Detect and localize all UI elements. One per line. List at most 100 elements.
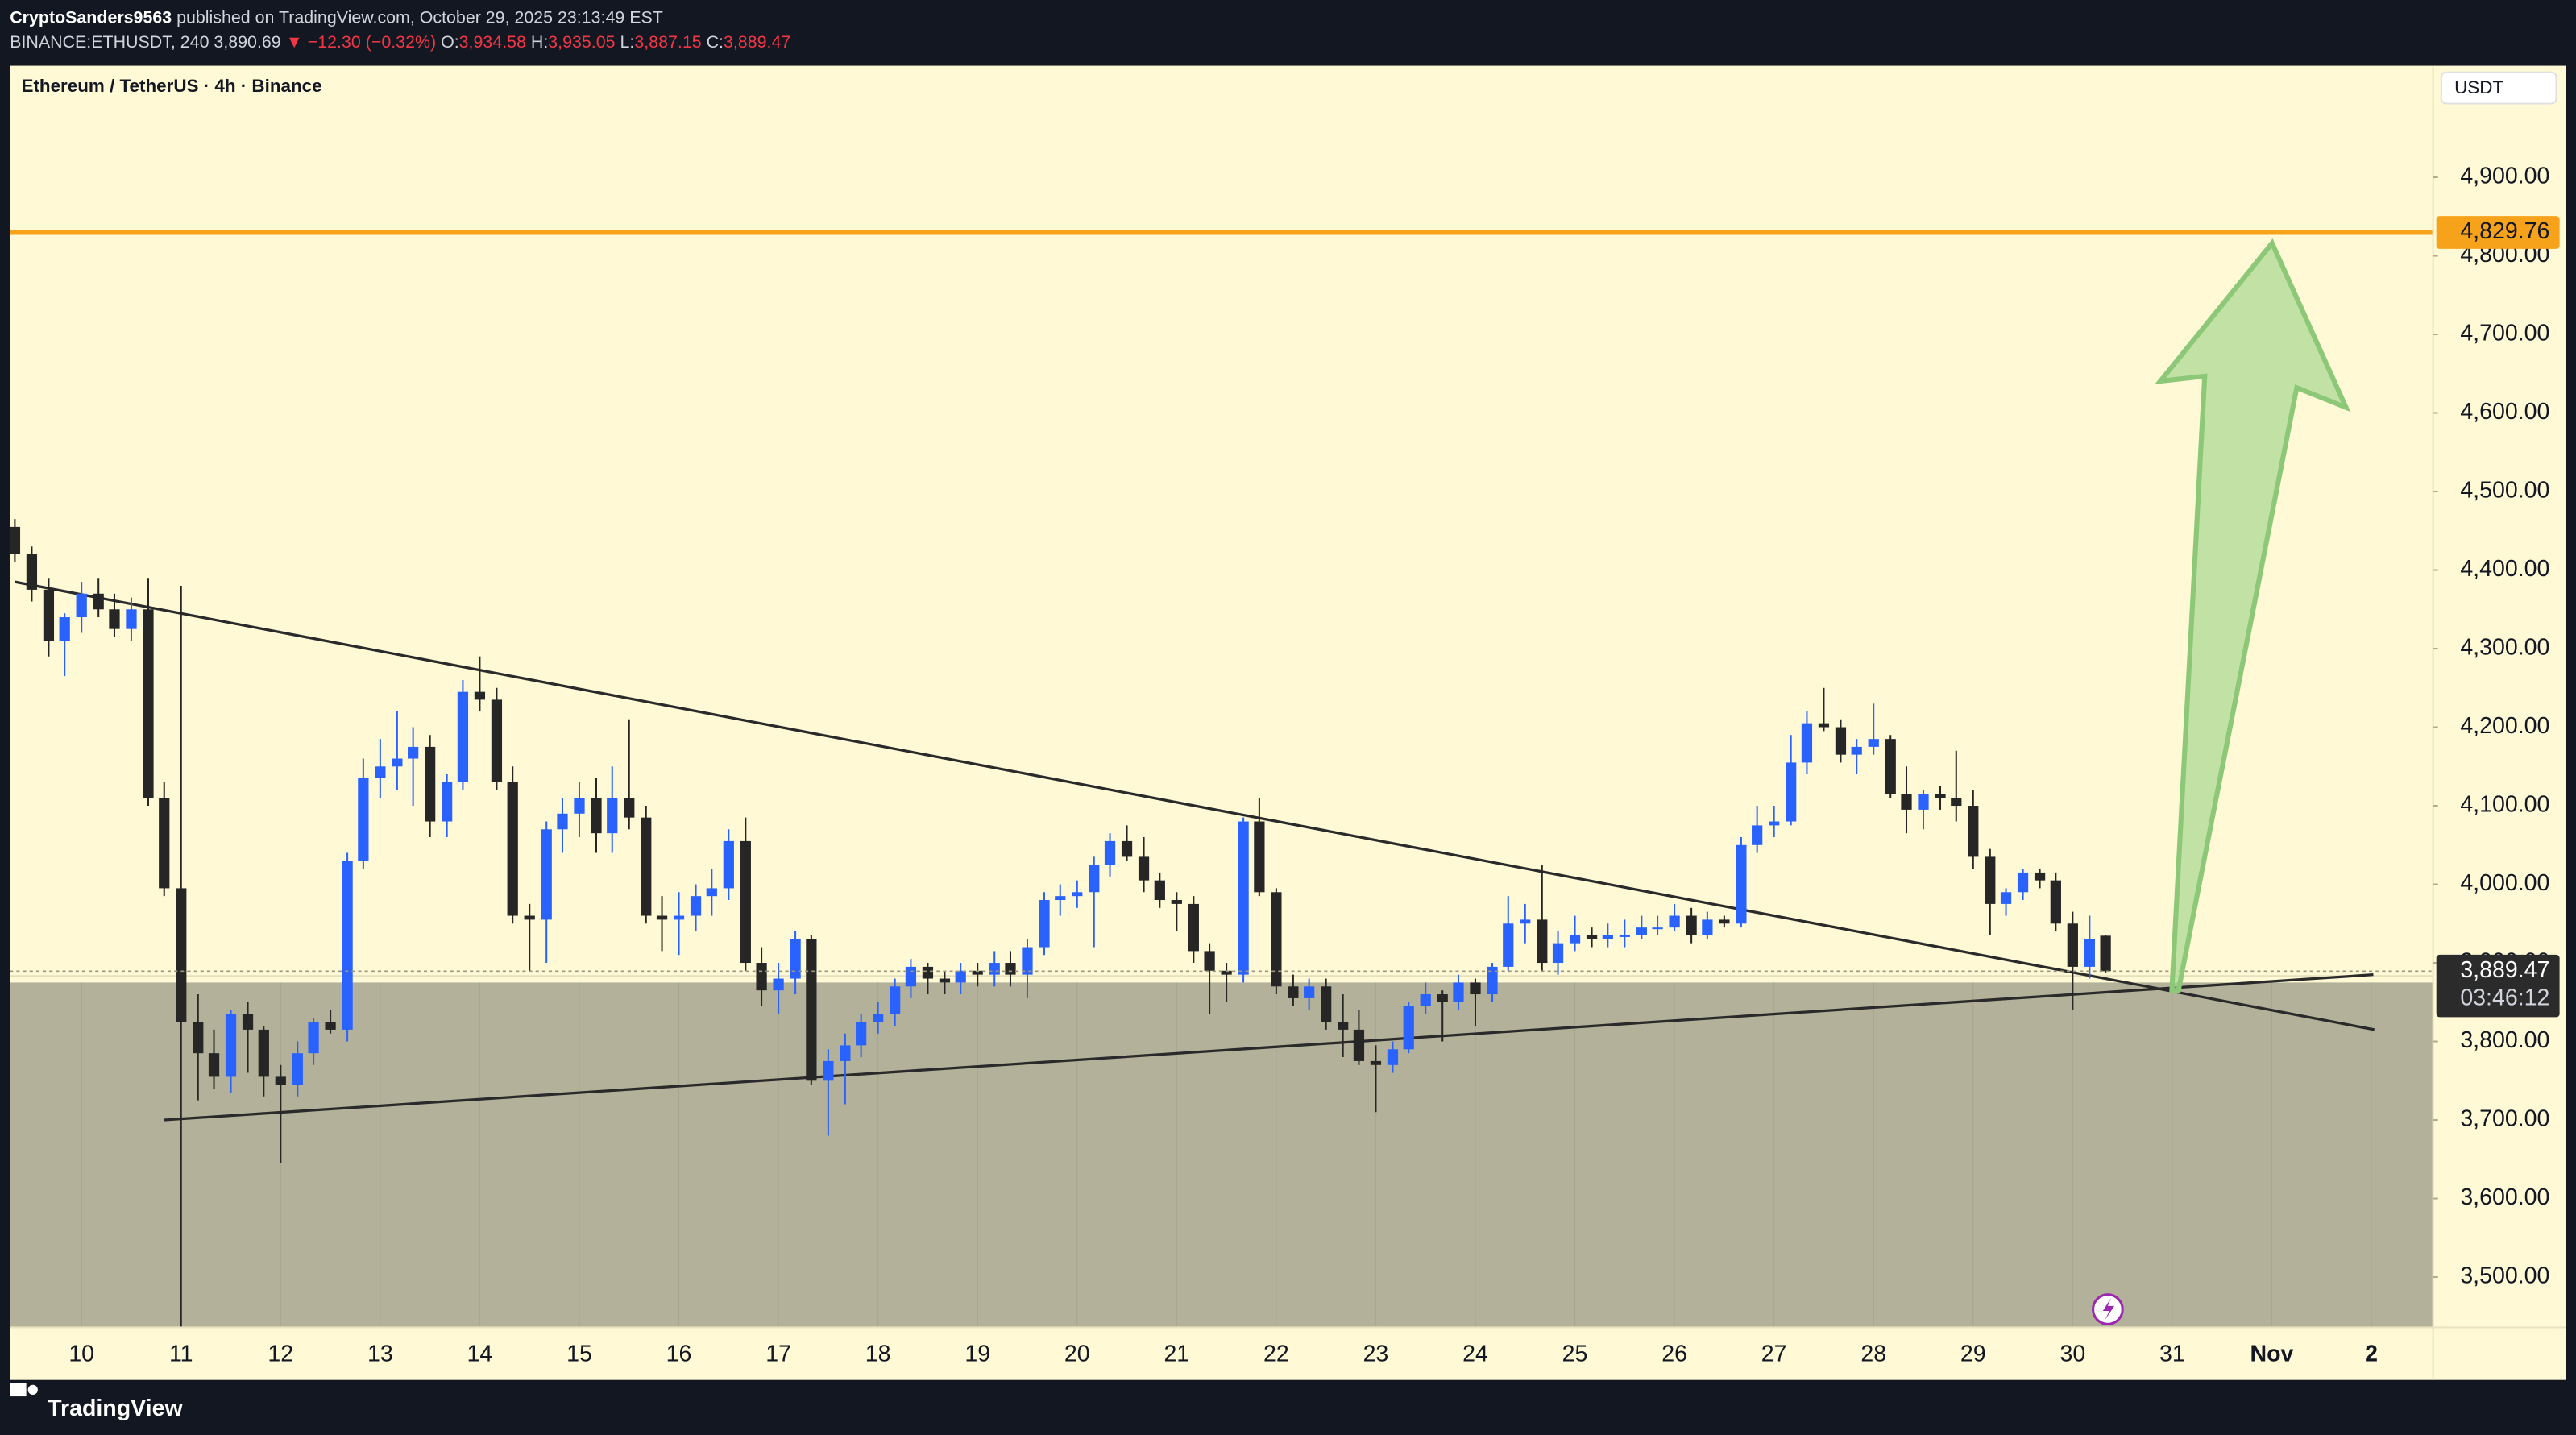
event-icon-bolt: [2102, 1297, 2115, 1321]
brand[interactable]: TradingView: [48, 1396, 183, 1421]
target-arrow: [2155, 238, 2351, 993]
candle-body: [1669, 915, 1680, 928]
x-tick-label: 15: [566, 1342, 592, 1367]
candle-body: [1985, 856, 1996, 904]
candle-body: [773, 978, 784, 991]
candle-body: [1138, 856, 1150, 881]
candle-body: [375, 766, 386, 778]
candle-body: [193, 1022, 204, 1054]
candle-body: [1602, 935, 1613, 939]
y-tick-label: 4,400.00: [2460, 556, 2549, 582]
y-tick-label: 3,700.00: [2460, 1106, 2549, 1132]
target-level-label: 4,829.76: [2460, 218, 2549, 244]
candle-body: [1039, 900, 1050, 948]
candle-body: [806, 939, 817, 1081]
candle-body: [308, 1022, 319, 1054]
candle-body: [873, 1014, 884, 1022]
candle-body: [656, 915, 668, 920]
x-tick-label: 24: [1462, 1342, 1488, 1367]
candle-body: [890, 986, 901, 1014]
bar-countdown: 03:46:12: [2460, 985, 2549, 1011]
candle-body: [1338, 1022, 1349, 1030]
candle-body: [1453, 982, 1464, 1002]
candle-body: [591, 798, 602, 834]
candle-body: [1487, 966, 1498, 995]
x-tick-label: 11: [169, 1342, 193, 1367]
l-value: 3,887.15: [634, 32, 701, 52]
candle-body: [9, 526, 21, 555]
candle-body: [2067, 923, 2078, 967]
candle-body: [275, 1076, 286, 1085]
x-tick-label: 14: [467, 1342, 493, 1367]
x-tick-label: 25: [1562, 1342, 1588, 1367]
published: published on TradingView.com, October 29…: [176, 7, 663, 27]
candle-body: [2034, 872, 2046, 881]
candle-body: [1353, 1029, 1365, 1061]
candle-body: [474, 691, 486, 700]
candle-body: [159, 798, 170, 889]
support-zone: [10, 982, 2433, 1328]
candle-body: [524, 915, 535, 920]
candle-body: [1935, 794, 1946, 798]
candle-body: [1005, 963, 1016, 975]
candle-body: [1851, 746, 1862, 755]
h-value: 3,935.05: [548, 32, 615, 52]
candle-body: [442, 782, 453, 822]
currency-button[interactable]: [2440, 71, 2557, 105]
candle-body: [1188, 903, 1199, 952]
y-tick-label: 3,600.00: [2460, 1184, 2549, 1210]
candle-body: [2050, 880, 2061, 924]
x-tick-label: 2: [2365, 1342, 2378, 1367]
candle-body: [756, 963, 767, 991]
candle-body: [1171, 900, 1182, 904]
x-tick-label: 18: [865, 1342, 891, 1367]
candle-body: [856, 1022, 867, 1046]
x-tick-label: 22: [1263, 1342, 1289, 1367]
candle-body: [541, 829, 552, 920]
candle-body: [641, 817, 652, 916]
candle-body: [1818, 723, 1830, 728]
candle-body: [1470, 982, 1481, 995]
y-tick-label: 3,500.00: [2460, 1263, 2549, 1289]
y-tick-label: 4,700.00: [2460, 321, 2549, 346]
candle-body: [972, 970, 983, 975]
candle-body: [1271, 892, 1282, 987]
plot: [9, 230, 2433, 1329]
trendline: [15, 580, 2375, 1031]
candle-body: [43, 589, 55, 641]
y-tick-label: 4,000.00: [2460, 870, 2549, 896]
candle-body: [1537, 919, 1548, 964]
x-tick-label: 21: [1164, 1342, 1189, 1367]
currency[interactable]: USDT: [2454, 77, 2503, 97]
y-tick-label: 4,100.00: [2460, 792, 2549, 818]
chart-title: Ethereum / TetherUS · 4h · Binance: [22, 76, 322, 96]
candle-body: [358, 778, 369, 861]
x-tick-label: 10: [68, 1342, 94, 1367]
candle-body: [93, 593, 104, 610]
x-tick-label: 16: [666, 1342, 692, 1367]
trendline: [164, 973, 2374, 1122]
candle-body: [1437, 994, 1448, 1002]
candle-body: [1569, 935, 1581, 944]
y-tick-label: 4,600.00: [2460, 399, 2549, 425]
candle-body: [242, 1014, 254, 1030]
candle-body: [1387, 1049, 1399, 1065]
candle-body: [1868, 739, 1879, 747]
candle-body: [2084, 939, 2095, 967]
x-tick-label: 27: [1761, 1342, 1787, 1367]
h-label: H:: [531, 32, 548, 52]
candle-body: [939, 978, 951, 983]
last-price-label: 3,889.47: [2460, 957, 2549, 983]
candle-body: [1072, 892, 1083, 897]
candle-body: [706, 888, 717, 897]
candle-body: [258, 1029, 269, 1077]
x-tick-label: 12: [268, 1342, 293, 1367]
candle-body: [1503, 923, 1514, 967]
candle-body: [690, 896, 702, 916]
author[interactable]: CryptoSanders9563: [10, 7, 172, 27]
o-value: 3,934.58: [459, 32, 526, 52]
candle-body: [76, 593, 87, 618]
candle-body: [2100, 935, 2111, 972]
candle-body: [1238, 821, 1249, 975]
candle-body: [607, 798, 618, 834]
